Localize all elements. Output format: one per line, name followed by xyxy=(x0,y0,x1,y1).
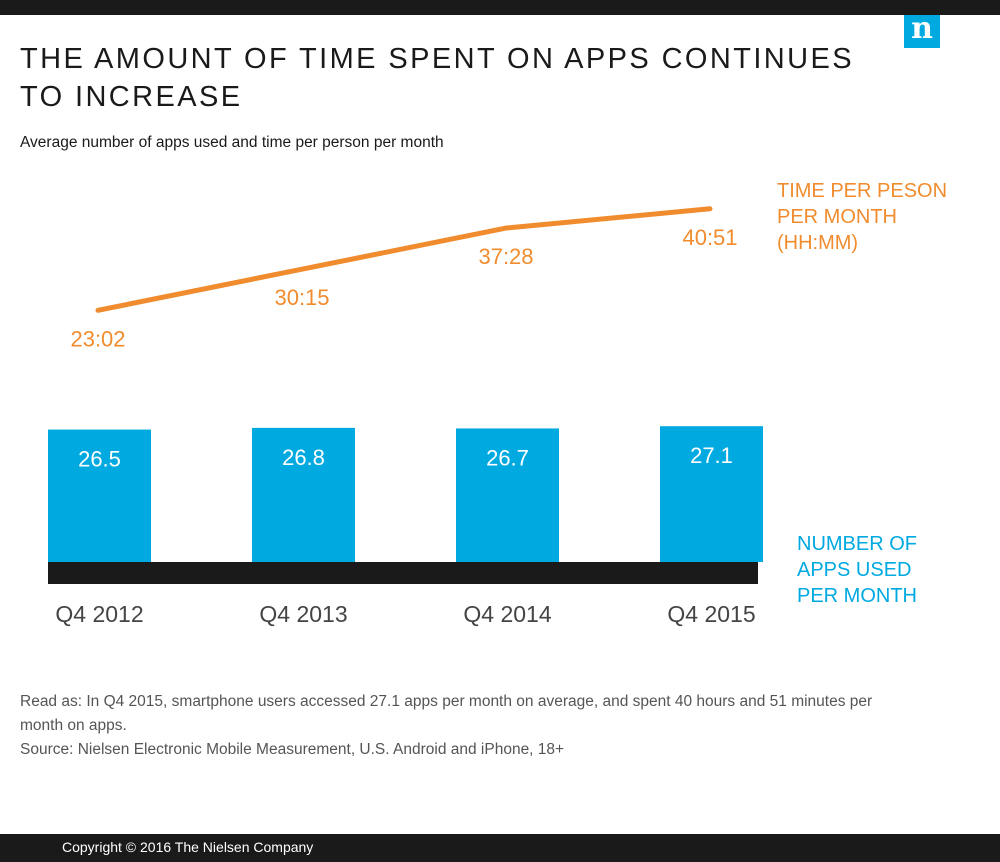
copyright-text: Copyright © 2016 The Nielsen Company xyxy=(62,839,314,855)
read-as-note: Read as: In Q4 2015, smartphone users ac… xyxy=(20,693,873,734)
time-value-label: 23:02 xyxy=(70,326,125,351)
time-series-line xyxy=(95,206,713,313)
nielsen-logo: n xyxy=(904,14,940,48)
bar-1 xyxy=(48,429,151,562)
x-tick-label: Q4 2014 xyxy=(463,601,551,627)
x-tick-label: Q4 2013 xyxy=(259,601,347,627)
time-value-label: 30:15 xyxy=(274,285,329,310)
footer-bar: Copyright © 2016 The Nielsen Company xyxy=(0,834,1000,862)
top-bar xyxy=(0,0,1000,15)
chart-title: THE AMOUNT OF TIME SPENT ON APPS CONTINU… xyxy=(20,43,854,113)
source-note: Source: Nielsen Electronic Mobile Measur… xyxy=(20,741,565,758)
time-value-label: 40:51 xyxy=(682,225,737,250)
bar-value-label: 26.8 xyxy=(282,445,325,470)
bar-4 xyxy=(660,426,763,562)
time-series-legend: TIME PER PESON PER MONTH (HH:MM) xyxy=(777,178,947,256)
chart-area: 26.5 Q4 2012 26.8 Q4 2013 26.7 Q4 2014 27.1 Q4 … xyxy=(48,206,763,627)
bar-2 xyxy=(252,427,355,562)
time-legend-line-2: PER MONTH xyxy=(777,206,897,228)
bar-value-label: 26.5 xyxy=(78,447,121,472)
apps-legend-line-1: NUMBER OF xyxy=(797,533,917,555)
time-value-label: 37:28 xyxy=(478,244,533,269)
bar-value-label: 27.1 xyxy=(690,443,733,468)
bar-3 xyxy=(456,428,559,562)
apps-legend-line-3: PER MONTH xyxy=(797,585,917,607)
apps-legend-line-2: APPS USED xyxy=(797,559,912,581)
bar-value-label: 26.7 xyxy=(486,445,529,470)
x-tick-label: Q4 2015 xyxy=(667,601,755,627)
axis-baseline xyxy=(48,562,758,584)
chart-subtitle: Average number of apps used and time per… xyxy=(20,134,444,151)
time-legend-line-1: TIME PER PESON xyxy=(777,180,948,202)
apps-series-legend: NUMBER OF APPS USED PER MONTH xyxy=(797,531,917,609)
time-legend-line-3: (HH:MM) xyxy=(777,232,859,254)
chart-notes: Read as: In Q4 2015, smartphone users ac… xyxy=(20,690,900,762)
x-tick-label: Q4 2012 xyxy=(55,601,143,627)
